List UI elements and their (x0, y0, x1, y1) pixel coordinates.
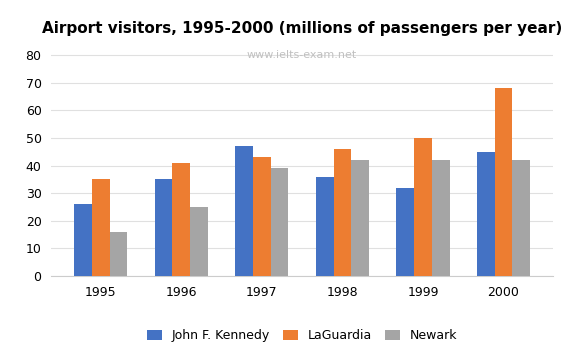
Legend: John F. Kennedy, LaGuardia, Newark: John F. Kennedy, LaGuardia, Newark (142, 325, 462, 345)
Title: Airport visitors, 1995-2000 (millions of passengers per year): Airport visitors, 1995-2000 (millions of… (42, 21, 562, 36)
Bar (172, 163, 190, 276)
Bar (109, 232, 127, 276)
Bar (235, 146, 253, 276)
Bar (495, 88, 512, 276)
Text: www.ielts-exam.net: www.ielts-exam.net (247, 50, 357, 60)
Bar (432, 160, 450, 276)
Bar (74, 204, 92, 276)
Bar (92, 179, 109, 276)
Bar (190, 207, 208, 276)
Bar (477, 152, 495, 276)
Bar (253, 157, 271, 276)
Bar (396, 188, 414, 276)
Bar (333, 149, 351, 276)
Bar (351, 160, 369, 276)
Bar (154, 179, 172, 276)
Bar (316, 177, 333, 276)
Bar (271, 168, 288, 276)
Bar (414, 138, 432, 276)
Bar (512, 160, 530, 276)
